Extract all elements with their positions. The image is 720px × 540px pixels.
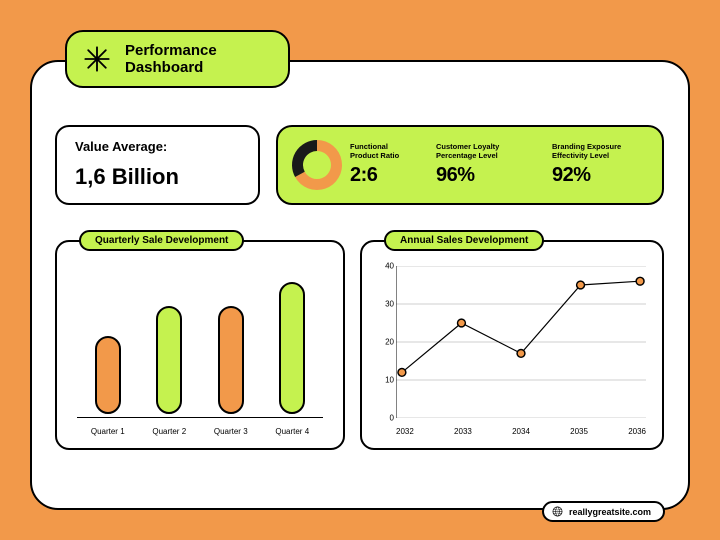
site-link[interactable]: reallygreatsite.com (542, 501, 665, 522)
y-tick-label: 0 (390, 414, 394, 423)
page-title: Performance Dashboard (125, 42, 217, 77)
metric-value: 92% (552, 164, 662, 187)
site-link-label: reallygreatsite.com (569, 507, 651, 517)
bar-chart-xlabels: Quarter 1 Quarter 2 Quarter 3 Quarter 4 (77, 427, 323, 436)
value-average-label: Value Average: (75, 139, 240, 154)
value-average-value: 1,6 Billion (75, 164, 240, 190)
asterisk-icon (83, 45, 111, 73)
y-tick-label: 20 (385, 338, 394, 347)
metrics-card: Functional Product Ratio 2:6 Customer Lo… (276, 125, 664, 205)
bar-baseline (77, 417, 323, 418)
x-tick-label: 2032 (396, 427, 414, 436)
title-pill: Performance Dashboard (65, 30, 290, 88)
bar (95, 336, 121, 414)
y-tick-label: 40 (385, 262, 394, 271)
metric-value: 2:6 (350, 164, 430, 187)
metric-label: Percentage Level (436, 151, 498, 160)
x-tick-label: 2034 (512, 427, 530, 436)
panel-title: Annual Sales Development (384, 230, 544, 251)
line-chart-area (396, 266, 646, 418)
bar (218, 306, 244, 414)
line-chart-yticks: 010203040 (372, 266, 394, 418)
bar-label: Quarter 1 (83, 427, 133, 436)
x-tick-label: 2033 (454, 427, 472, 436)
metric-value: 96% (436, 164, 546, 187)
donut-chart (290, 138, 344, 192)
metric-customer-loyalty: Customer Loyalty Percentage Level 96% (436, 143, 546, 187)
metric-label: Product Ratio (350, 151, 399, 160)
bar-chart-area (77, 272, 323, 414)
annual-sales-panel: Annual Sales Development 010203040 20322… (360, 240, 664, 450)
bar-label: Quarter 2 (144, 427, 194, 436)
x-tick-label: 2036 (628, 427, 646, 436)
x-tick-label: 2035 (570, 427, 588, 436)
quarterly-sale-panel: Quarterly Sale Development Quarter 1Quar… (55, 240, 345, 450)
metric-branding-exposure: Branding Exposure Effectivity Level 92% (552, 143, 662, 187)
globe-icon (552, 506, 563, 517)
bar-label: Quarter 3 (206, 427, 256, 436)
metric-product-ratio: Functional Product Ratio 2:6 (350, 143, 430, 187)
bar (279, 282, 305, 414)
y-tick-label: 30 (385, 300, 394, 309)
line-chart-xticks: 2032 2033 2034 2035 2036 (396, 427, 646, 436)
value-average-card: Value Average: 1,6 Billion (55, 125, 260, 205)
bar (156, 306, 182, 414)
y-tick-label: 10 (385, 376, 394, 385)
metric-label: Effectivity Level (552, 151, 609, 160)
panel-title: Quarterly Sale Development (79, 230, 244, 251)
title-line1: Performance (125, 42, 217, 59)
bar-label: Quarter 4 (267, 427, 317, 436)
title-line2: Dashboard (125, 59, 217, 76)
